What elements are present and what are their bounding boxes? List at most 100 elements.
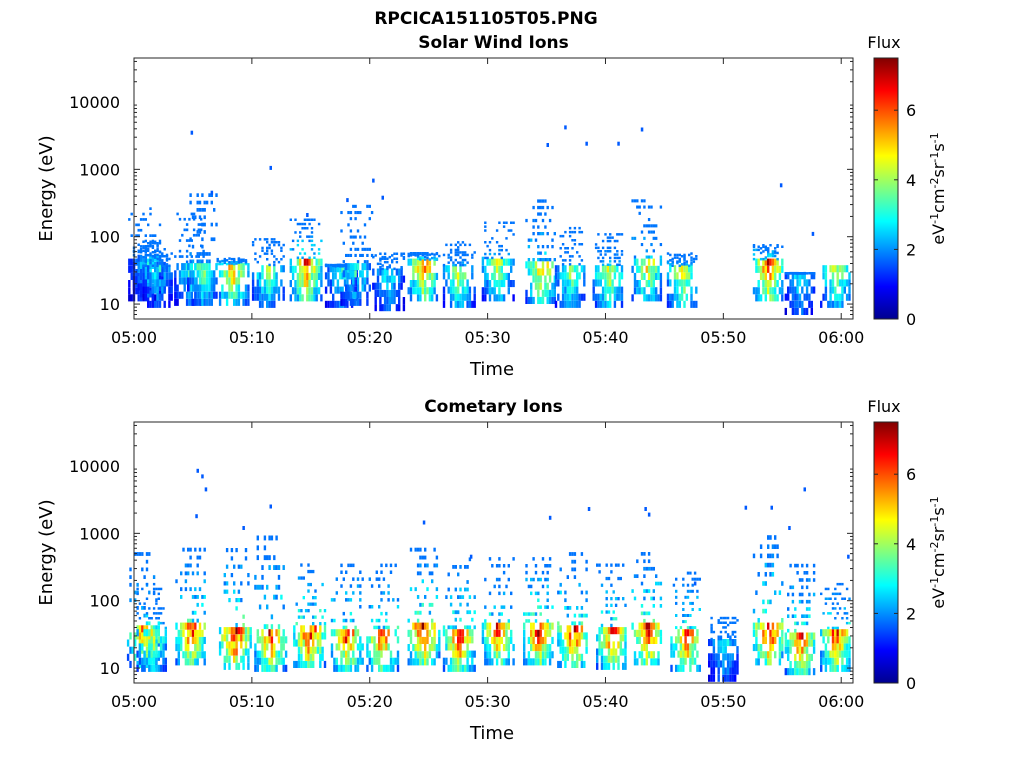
flux-cell [525, 577, 528, 582]
flux-cell [633, 287, 637, 295]
flux-cell [762, 622, 765, 630]
flux-cell [449, 286, 453, 294]
flux-cell [307, 563, 310, 567]
flux-cell [843, 650, 846, 658]
flux-cell [240, 263, 243, 271]
flux-cell [391, 259, 394, 262]
flux-cell [551, 261, 554, 269]
flux-cell [201, 651, 204, 659]
flux-cell [361, 241, 364, 245]
flux-cell [414, 651, 417, 659]
flux-cell [784, 272, 787, 275]
flux-cell [419, 629, 422, 637]
flux-cell [801, 653, 804, 661]
flux-cell [296, 280, 300, 288]
flux-cell [416, 255, 420, 258]
flux-cell [230, 257, 234, 261]
flux-cell [689, 589, 692, 593]
flux-dot [587, 507, 591, 511]
flux-dot [770, 505, 773, 510]
flux-cell [752, 257, 756, 261]
flux-cell [309, 602, 312, 606]
flux-cell [431, 256, 434, 260]
flux-cell [784, 668, 787, 676]
flux-cell [452, 625, 455, 630]
flux-cell [138, 602, 142, 605]
flux-cell [342, 650, 345, 658]
flux-cell [607, 634, 611, 642]
flux-cell [685, 279, 688, 287]
flux-cell [675, 589, 678, 593]
flux-cell [300, 625, 303, 633]
flux-cell [196, 595, 199, 599]
flux-cell [502, 294, 506, 302]
flux-cell [395, 260, 399, 264]
flux-cell [484, 619, 487, 623]
flux-cell [710, 626, 713, 629]
flux-cell [244, 261, 248, 264]
flux-cell [225, 634, 229, 642]
flux-cell [834, 617, 837, 620]
flux-cell [801, 599, 804, 604]
flux-cell [201, 222, 204, 227]
flux-cell [468, 636, 472, 644]
flux-cell [396, 636, 400, 644]
flux-cell [375, 625, 378, 630]
flux-cell [576, 265, 579, 273]
flux-cell [242, 259, 245, 263]
flux-cell [333, 618, 336, 623]
flux-cell [652, 294, 655, 302]
flux-cell [149, 252, 152, 255]
flux-cell [431, 579, 434, 584]
flux-cell [192, 217, 196, 221]
flux-cell [230, 277, 234, 285]
flux-cell [633, 658, 637, 666]
flux-cell [553, 258, 556, 262]
flux-cell [553, 289, 556, 297]
flux-cell [198, 547, 202, 552]
flux-cell [391, 254, 394, 257]
flux-cell [185, 298, 189, 306]
flux-cell [349, 217, 353, 221]
flux-cell [502, 221, 506, 224]
flux-cell [176, 263, 179, 271]
flux-cell [597, 265, 600, 273]
flux-cell [605, 634, 608, 642]
flux-cell [580, 230, 584, 234]
flux-cell [313, 272, 316, 280]
flux-cell [225, 277, 229, 285]
flux-cell [643, 224, 646, 228]
flux-cell [302, 660, 305, 668]
flux-cell [270, 300, 274, 308]
flux-cell [447, 256, 450, 259]
flux-cell [810, 639, 813, 647]
flux-cell [495, 294, 499, 302]
flux-cell [273, 286, 276, 294]
flux-cell [787, 614, 790, 618]
flux-cell [165, 263, 169, 266]
flux-cell [336, 300, 340, 308]
flux-cell [301, 294, 304, 302]
flux-cell [416, 257, 420, 261]
flux-cell [157, 617, 160, 620]
flux-cell [650, 566, 653, 571]
flux-cell [493, 258, 496, 266]
flux-cell [147, 245, 150, 248]
flux-cell [798, 632, 802, 640]
flux-cell [228, 641, 231, 649]
flux-cell [689, 650, 692, 658]
flux-cell [675, 636, 678, 644]
flux-cell [848, 643, 851, 651]
flux-cell [452, 629, 455, 637]
flux-cell [349, 291, 353, 299]
flux-cell [330, 598, 334, 602]
flux-cell [280, 249, 283, 252]
flux-cell [541, 232, 545, 236]
flux-cell [682, 608, 685, 611]
flux-cell [336, 265, 340, 273]
flux-cell [261, 657, 264, 665]
flux-cell [321, 582, 324, 587]
flux-cell [544, 275, 547, 283]
flux-cell [638, 280, 641, 288]
flux-cell [300, 576, 303, 580]
